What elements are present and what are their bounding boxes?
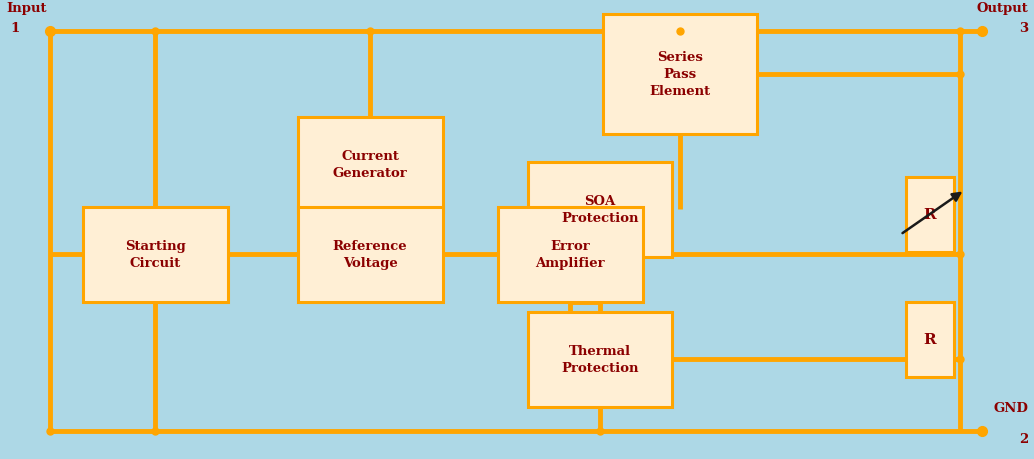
FancyBboxPatch shape (298, 117, 443, 212)
FancyBboxPatch shape (906, 302, 954, 377)
Text: R: R (923, 207, 937, 222)
Text: Thermal
Protection: Thermal Protection (561, 344, 639, 374)
FancyBboxPatch shape (527, 312, 672, 407)
Text: Reference
Voltage: Reference Voltage (333, 240, 407, 269)
Text: 1: 1 (10, 22, 20, 34)
FancyBboxPatch shape (298, 207, 443, 302)
Text: Error
Amplifier: Error Amplifier (536, 240, 605, 269)
FancyBboxPatch shape (906, 177, 954, 252)
FancyBboxPatch shape (603, 15, 758, 134)
Text: Output: Output (976, 2, 1028, 15)
Text: Starting
Circuit: Starting Circuit (125, 240, 185, 269)
Text: Input: Input (6, 2, 47, 15)
Text: 2: 2 (1018, 432, 1028, 446)
Text: Current
Generator: Current Generator (333, 150, 407, 179)
FancyBboxPatch shape (497, 207, 642, 302)
Text: GND: GND (993, 401, 1028, 414)
Text: Series
Pass
Element: Series Pass Element (649, 51, 710, 98)
FancyBboxPatch shape (527, 162, 672, 257)
Text: 3: 3 (1018, 22, 1028, 34)
Text: SOA
Protection: SOA Protection (561, 195, 639, 224)
Text: R: R (923, 332, 937, 346)
FancyBboxPatch shape (83, 207, 227, 302)
